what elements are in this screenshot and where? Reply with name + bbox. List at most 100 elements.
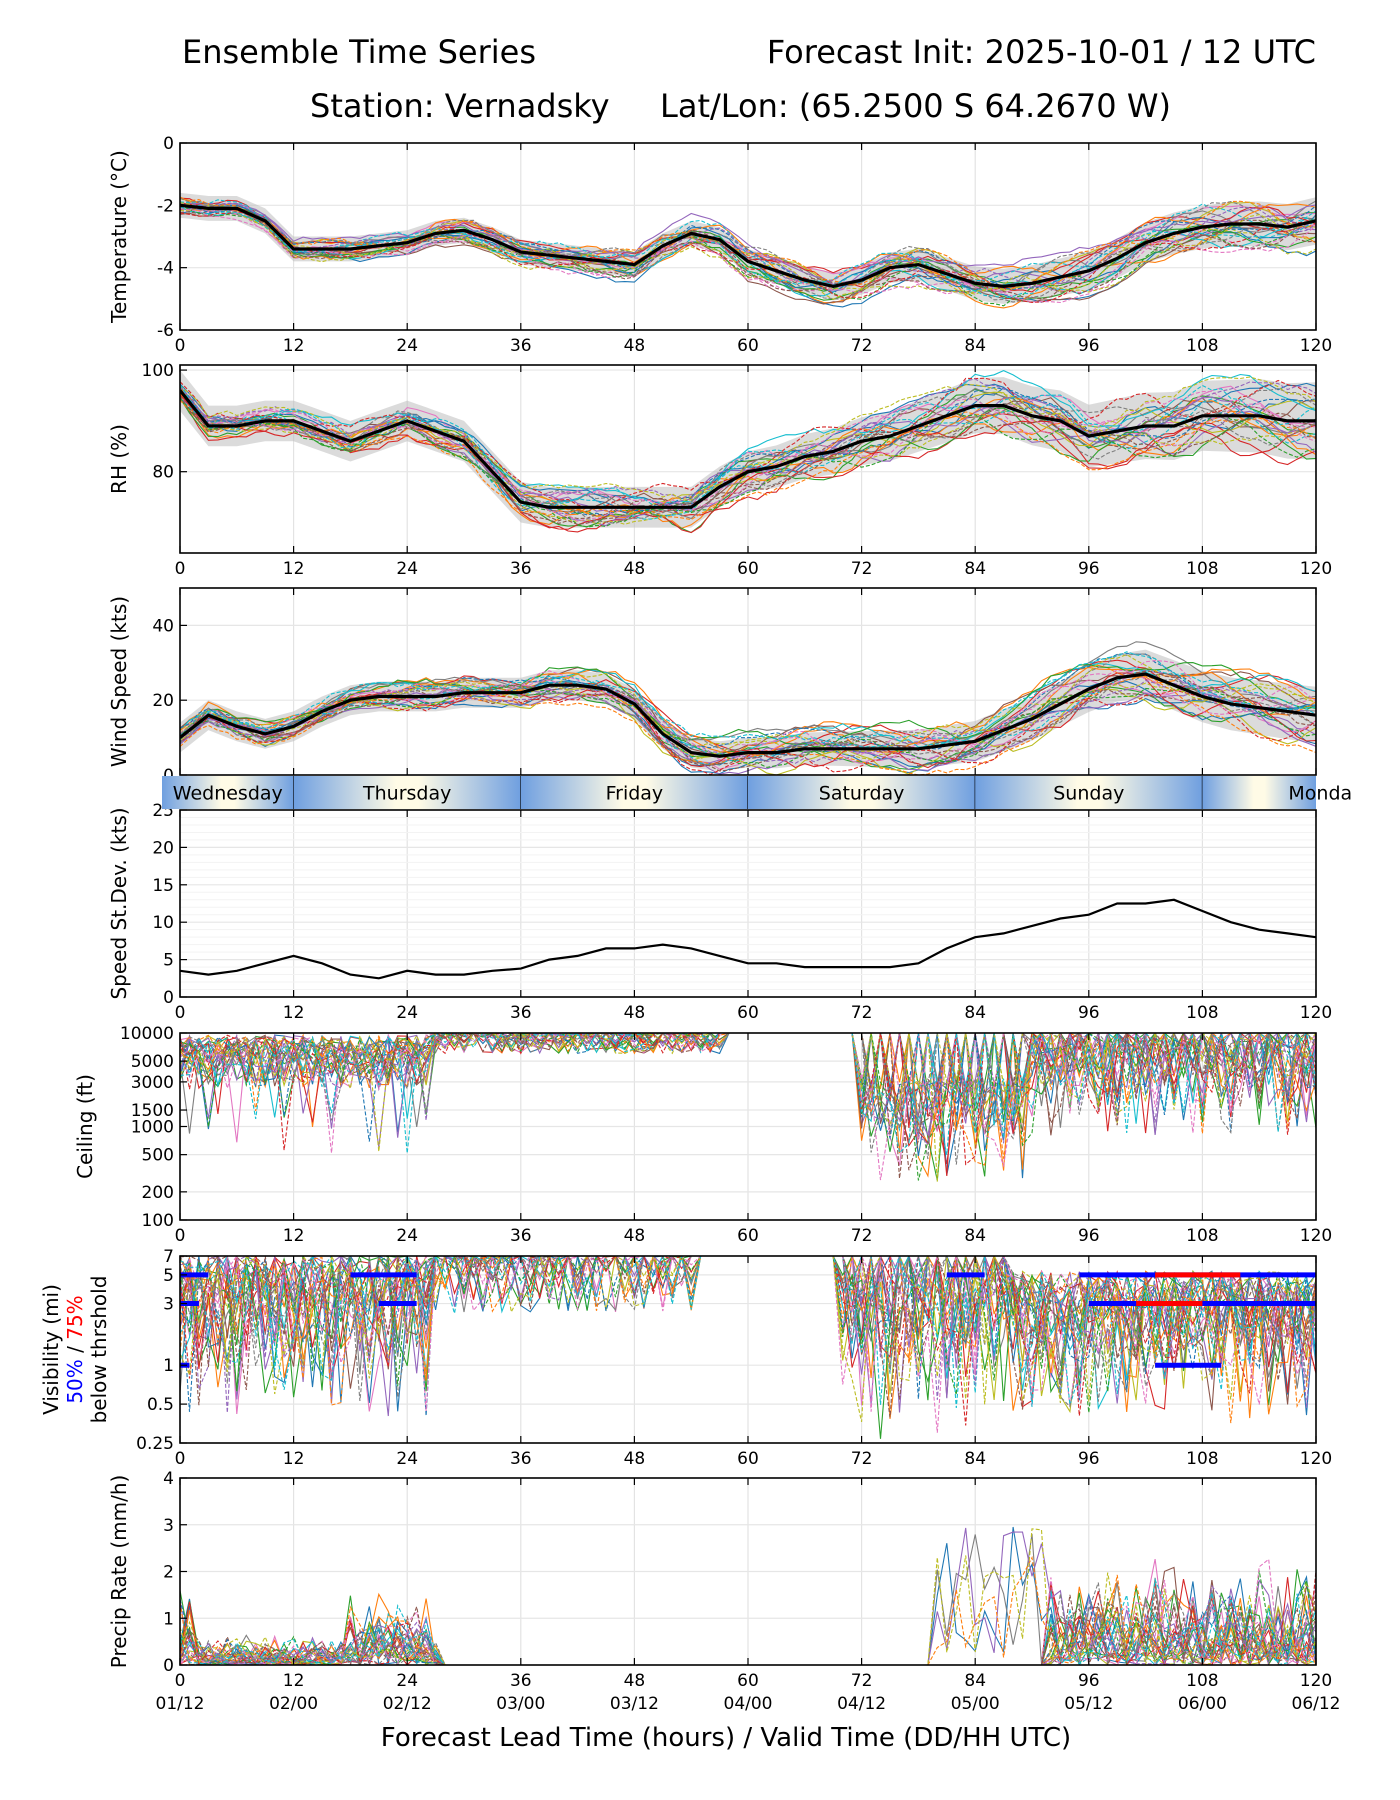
x-tick-label: 0 (175, 1226, 186, 1246)
x-tick-label: 48 (624, 1449, 646, 1469)
y-tick-label: 0 (163, 988, 174, 1008)
x-tick-label: 72 (851, 1003, 873, 1023)
valid-time-label: 03/12 (610, 1694, 659, 1714)
valid-time-label: 05/00 (951, 1694, 1000, 1714)
x-tick-label: 108 (1186, 336, 1218, 356)
member-line (180, 672, 1316, 769)
member-line (180, 1256, 1316, 1413)
member-line (180, 1033, 1316, 1176)
member-line (180, 384, 1316, 512)
x-tick-label: 48 (624, 1003, 646, 1023)
panel-temperature: -6 -4 -2 0 0 12 24 36 48 60 72 84 96 108 120 Temperatur… (107, 134, 1332, 356)
x-tick-label: 36 (510, 1671, 532, 1691)
member-line (180, 389, 1316, 524)
day-segment (520, 776, 748, 809)
member-line (180, 1256, 1316, 1408)
x-tick-label: 72 (851, 1226, 873, 1246)
panel-wind-speed: 02040Wind Speed (kts) (107, 587, 1317, 786)
y-tick-label: 5 (163, 1266, 174, 1286)
valid-time-label: 03/00 (496, 1694, 545, 1714)
y-tick-label: -4 (157, 259, 174, 279)
x-tick-label: 12 (283, 336, 305, 356)
valid-time-label: 01/12 (156, 1694, 205, 1714)
member-line (180, 212, 1316, 305)
y-axis-label: Ceiling (ft) (73, 1074, 97, 1179)
title-right: Forecast Init: 2025-10-01 / 12 UTC (767, 33, 1316, 71)
member-line (180, 1256, 1316, 1408)
x-tick-label: 36 (510, 1449, 532, 1469)
member-line (180, 1033, 1316, 1182)
threshold-legend-label: 50% / 75% (63, 1295, 87, 1403)
member-line (180, 1572, 1316, 1665)
member-line (180, 204, 1316, 299)
y-tick-label: 20 (152, 691, 174, 711)
y-axis-label: RH (%) (107, 424, 131, 494)
y-tick-label: -2 (157, 196, 174, 216)
x-tick-label: 84 (964, 336, 986, 356)
legend-50-percent: 50% (63, 1359, 87, 1403)
legend-75-percent: 75% (63, 1295, 87, 1339)
x-tick-label: 12 (283, 559, 305, 579)
x-tick-label: 72 (851, 1671, 873, 1691)
member-line (180, 369, 1316, 504)
valid-time-label: 04/12 (837, 1694, 886, 1714)
x-tick-label: 84 (964, 1671, 986, 1691)
x-tick-label: 120 (1300, 1449, 1332, 1469)
member-line (180, 1577, 1316, 1665)
y-axis-label: Precip Rate (mm/h) (107, 1475, 131, 1669)
x-tick-label: 24 (396, 1003, 418, 1023)
mean-line (180, 672, 1316, 758)
member-line (180, 1033, 1316, 1178)
panel-relative-humidity: 80 100 0 12 24 36 48 60 72 84 96 108 120 RH (%) (107, 361, 1332, 579)
title-left: Ensemble Time Series (182, 33, 536, 71)
member-line (180, 1256, 1316, 1433)
member-line (180, 1033, 1316, 1156)
y-tick-label: 500 (142, 1146, 174, 1166)
x-tick-label: 48 (624, 1226, 646, 1246)
day-label: Wednesday (173, 783, 283, 805)
x-tick-label: 72 (851, 336, 873, 356)
member-line (180, 1592, 1316, 1665)
threshold-legend-subtitle: below thrshold (87, 1276, 111, 1424)
plot-area-ceiling (180, 1033, 1316, 1182)
x-tick-label: 96 (1078, 1226, 1100, 1246)
member-line (180, 394, 1316, 534)
member-line (180, 652, 1316, 751)
member-line (180, 1033, 1316, 1166)
member-line (180, 653, 1316, 760)
member-line (180, 376, 1316, 501)
x-tick-label: 60 (737, 1449, 759, 1469)
day-label: Friday (606, 783, 664, 805)
member-line (180, 1033, 1316, 1168)
x-tick-label: 96 (1078, 1003, 1100, 1023)
y-axis-label: Visibility (mi) (39, 1284, 63, 1415)
day-label: Sunday (1053, 783, 1124, 805)
y-tick-label: 1000 (131, 1118, 174, 1138)
y-tick-label: 1500 (131, 1101, 174, 1121)
member-line (180, 1256, 1316, 1410)
day-segment (748, 776, 976, 809)
x-tick-label: 36 (510, 559, 532, 579)
member-line (180, 386, 1316, 517)
x-tick-label: 48 (624, 1671, 646, 1691)
y-tick-label: 1 (163, 1609, 174, 1629)
member-line (180, 1528, 1316, 1665)
y-tick-label: 7 (163, 1247, 174, 1267)
member-line (180, 1256, 1316, 1404)
stdev-line (180, 898, 1316, 980)
member-line (180, 669, 1316, 760)
plot-area-relative-humidity (180, 369, 1316, 534)
x-tick-label: 24 (396, 1671, 418, 1691)
x-tick-label: 120 (1300, 559, 1332, 579)
x-tick-label: 96 (1078, 336, 1100, 356)
x-tick-label: 12 (283, 1226, 305, 1246)
y-tick-label: 3 (163, 1516, 174, 1536)
y-tick-label: 5000 (131, 1052, 174, 1072)
y-tick-label: 1 (163, 1356, 174, 1376)
x-tick-label: 60 (737, 1671, 759, 1691)
x-tick-label: 12 (283, 1003, 305, 1023)
x-axis-label: Forecast Lead Time (hours) / Valid Time … (381, 1723, 1071, 1753)
